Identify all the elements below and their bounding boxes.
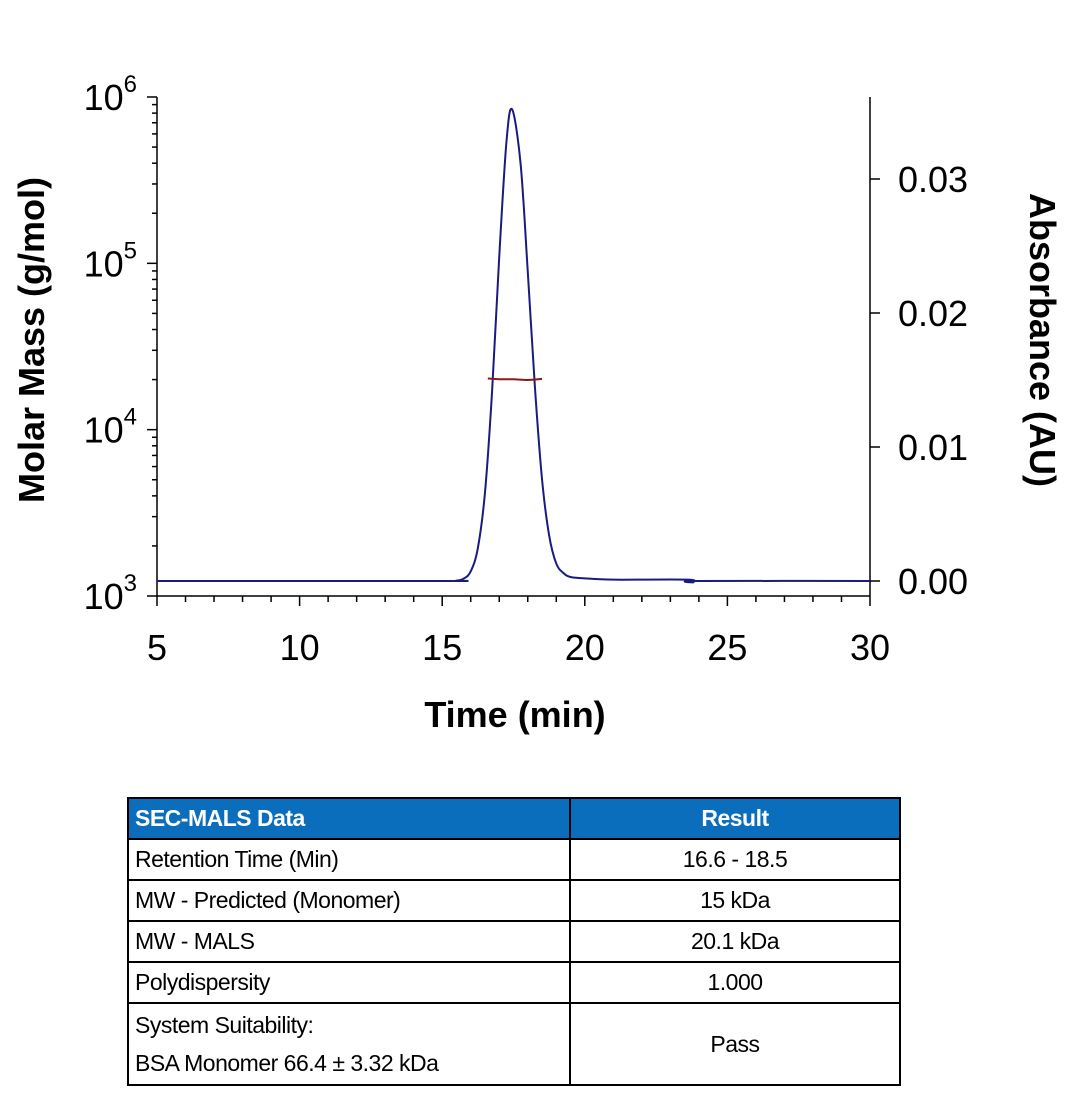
row-label-line2: BSA Monomer 66.4 ± 3.32 kDa bbox=[135, 1050, 439, 1076]
row-label: Retention Time (Min) bbox=[127, 838, 571, 881]
row-label: MW - Predicted (Monomer) bbox=[127, 879, 571, 922]
right-tick-label: 0.03 bbox=[898, 159, 968, 200]
table-row: MW - MALS 20.1 kDa bbox=[127, 920, 901, 963]
x-tick-label: 25 bbox=[707, 627, 747, 668]
left-tick-label: 104 bbox=[84, 404, 137, 451]
right-axis-title: Absorbance (AU) bbox=[1022, 193, 1063, 487]
right-tick-label: 0.01 bbox=[898, 427, 968, 468]
row-value: 16.6 - 18.5 bbox=[569, 838, 901, 881]
sec-mals-table: SEC-MALS Data Result Retention Time (Min… bbox=[127, 797, 901, 1086]
row-label-line1: System Suitability: bbox=[135, 1012, 314, 1038]
row-label: Polydispersity bbox=[127, 961, 571, 1004]
x-tick-label: 5 bbox=[147, 627, 167, 668]
sec-mals-chart: 5 10 15 20 25 301031041051060.000.010.020.03 … bbox=[11, 71, 1063, 735]
left-tick-label: 105 bbox=[84, 237, 137, 284]
x-tick-label: 30 bbox=[850, 627, 890, 668]
absorbance-trace bbox=[156, 107, 871, 584]
row-value: 20.1 kDa bbox=[569, 920, 901, 963]
axes bbox=[147, 96, 880, 606]
left-tick-label: 106 bbox=[84, 71, 137, 118]
row-value: 1.000 bbox=[569, 961, 901, 1004]
row-label: System Suitability: BSA Monomer 66.4 ± 3.… bbox=[127, 1002, 571, 1086]
header-cell: SEC-MALS Data bbox=[127, 797, 571, 840]
tick-labels: 5 10 15 20 25 30 103 104 105 106 0.00 0.01 0.02 0.03 bbox=[84, 71, 968, 668]
table-row: Polydispersity 1.000 bbox=[127, 961, 901, 1004]
row-value: 15 kDa bbox=[569, 879, 901, 922]
x-axis-title: Time (min) bbox=[424, 694, 605, 735]
x-tick-label: 15 bbox=[422, 627, 462, 668]
left-axis-title: Molar Mass (g/mol) bbox=[11, 177, 52, 503]
row-label: MW - MALS bbox=[127, 920, 571, 963]
table-header-row: SEC-MALS Data Result bbox=[127, 797, 901, 840]
series bbox=[156, 107, 871, 584]
x-tick-label: 20 bbox=[565, 627, 605, 668]
header-cell: Result bbox=[569, 797, 901, 840]
table-row: MW - Predicted (Monomer) 15 kDa bbox=[127, 879, 901, 922]
table-row: System Suitability: BSA Monomer 66.4 ± 3.… bbox=[127, 1002, 901, 1086]
table-row: Retention Time (Min) 16.6 - 18.5 bbox=[127, 838, 901, 881]
right-tick-label: 0.02 bbox=[898, 293, 968, 334]
row-value: Pass bbox=[569, 1002, 901, 1086]
right-tick-label: 0.00 bbox=[898, 561, 968, 602]
molar-mass-line bbox=[487, 377, 543, 381]
left-tick-label: 103 bbox=[84, 570, 137, 617]
x-tick-label: 10 bbox=[280, 627, 320, 668]
